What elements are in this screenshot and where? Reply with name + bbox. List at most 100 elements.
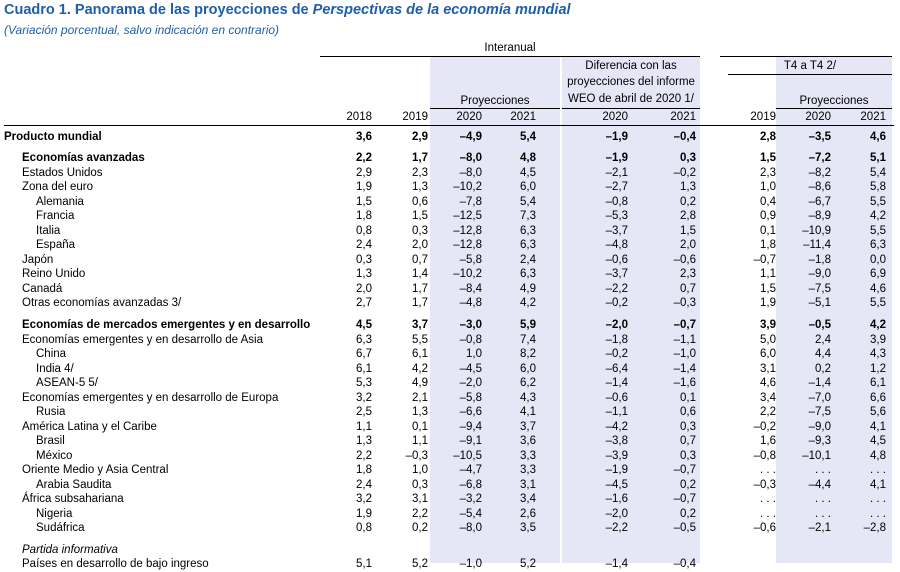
row-value: –2,2 xyxy=(605,522,628,534)
row-value: 2,3 xyxy=(680,268,696,280)
row-value: –1,6 xyxy=(673,377,696,389)
row-value: 2,6 xyxy=(520,508,536,520)
row-value: –5,8 xyxy=(459,392,482,404)
row-label: América Latina y el Caribe xyxy=(22,421,157,433)
row-value: 3,9 xyxy=(760,319,776,331)
row-label: Oriente Medio y Asia Central xyxy=(22,464,169,476)
row-value: –1,1 xyxy=(605,406,628,418)
row-value: 4,4 xyxy=(815,348,831,360)
row-value: –0,7 xyxy=(673,493,696,505)
row-value: –4,5 xyxy=(459,363,482,375)
row-value: . . . xyxy=(870,464,886,476)
row-value: 6,3 xyxy=(520,239,536,251)
table-row: Estados Unidos 2,9 2,3 –8,0 4,5 –2,1 –0,2 2,3 –8… xyxy=(0,166,900,181)
row-value: 4,5 xyxy=(520,167,536,179)
table-row: Economías emergentes y en desarrollo de … xyxy=(0,391,900,406)
row-value: 1,3 xyxy=(412,406,428,418)
row-value: 0,8 xyxy=(356,522,372,534)
table-title: Cuadro 1. Panorama de las proyecciones d… xyxy=(4,2,571,18)
row-value: 4,3 xyxy=(520,392,536,404)
row-value: 6,3 xyxy=(520,268,536,280)
row-value: 0,2 xyxy=(680,479,696,491)
row-value: –9,0 xyxy=(808,421,831,433)
year-2019: 2019 xyxy=(402,111,428,123)
row-value: 2,1 xyxy=(412,392,428,404)
row-value: 6,0 xyxy=(520,363,536,375)
row-value: –2,1 xyxy=(808,522,831,534)
rule-q4-top xyxy=(720,56,892,57)
row-label: Estados Unidos xyxy=(22,167,103,179)
row-value: –2,0 xyxy=(605,319,628,331)
row-value: 2,4 xyxy=(520,254,536,266)
row-value: 0,1 xyxy=(680,392,696,404)
row-value: 2,4 xyxy=(356,239,372,251)
row-value: –6,8 xyxy=(459,479,482,491)
row-value: 0,3 xyxy=(412,225,428,237)
row-value: 2,9 xyxy=(356,167,372,179)
table-subtitle: (Variación porcentual, salvo indicación … xyxy=(4,23,280,37)
row-label: Brasil xyxy=(36,435,65,447)
row-value: 2,2 xyxy=(760,406,776,418)
table-row: Canadá 2,0 1,7 –8,4 4,9 –2,2 0,7 1,5 –7,5 4,6 xyxy=(0,282,900,297)
row-label: Zona del euro xyxy=(22,181,93,193)
row-value: 1,1 xyxy=(760,268,776,280)
row-value: –0,2 xyxy=(753,421,776,433)
row-value: 1,1 xyxy=(412,435,428,447)
row-value: –10,9 xyxy=(802,225,831,237)
row-value: 5,5 xyxy=(870,225,886,237)
row-value: 5,2 xyxy=(520,558,536,570)
row-value: –0,5 xyxy=(808,319,831,331)
table-row: Italia 0,8 0,3 –12,8 6,3 –3,7 1,5 0,1 –10,9 5,5 xyxy=(0,224,900,239)
row-value: –10,2 xyxy=(453,181,482,193)
row-value: –0,7 xyxy=(673,464,696,476)
year-2021-q4: 2021 xyxy=(860,111,886,123)
row-value: –0,8 xyxy=(753,450,776,462)
row-value: 4,8 xyxy=(520,152,536,164)
row-value: 0,8 xyxy=(356,225,372,237)
row-label: Países en desarrollo de bajo ingreso xyxy=(22,558,209,570)
row-value: –4,5 xyxy=(605,479,628,491)
row-value: 2,8 xyxy=(680,210,696,222)
row-value: 0,2 xyxy=(680,196,696,208)
row-value: 1,3 xyxy=(356,435,372,447)
row-value: 1,8 xyxy=(356,210,372,222)
table-row: Otras economías avanzadas 3/2,7 1,7 –4,8 4,… xyxy=(0,296,900,311)
row-value: 6,1 xyxy=(412,348,428,360)
row-label: China xyxy=(36,348,67,360)
row-value: 2,7 xyxy=(356,297,372,309)
row-value: –5,8 xyxy=(459,254,482,266)
table-row: Francia 1,8 1,5 –12,5 7,3 –5,3 2,8 0,9 –8,9 4,2 xyxy=(0,209,900,224)
row-label: Canadá xyxy=(22,283,63,295)
row-value: 0,3 xyxy=(680,450,696,462)
row-value: 3,6 xyxy=(356,131,372,143)
row-value: 1,6 xyxy=(760,435,776,447)
row-value: 4,9 xyxy=(520,283,536,295)
table-row: Brasil 1,3 1,1 –9,1 3,6 –3,8 0,7 1,6 –9,3 4,5 xyxy=(0,434,900,449)
row-value: 0,3 xyxy=(356,254,372,266)
row-value: –0,6 xyxy=(753,522,776,534)
row-value: –2,8 xyxy=(863,522,886,534)
row-value: –1,4 xyxy=(605,558,628,570)
row-value: –9,1 xyxy=(459,435,482,447)
row-value: 1,5 xyxy=(760,152,776,164)
row-value: . . . xyxy=(815,493,831,505)
row-value: 0,2 xyxy=(815,363,831,375)
row-value: 3,1 xyxy=(760,363,776,375)
row-value: –3,5 xyxy=(808,131,831,143)
row-value: 4,2 xyxy=(870,210,886,222)
row-value: 0,7 xyxy=(412,254,428,266)
row-value: –7,5 xyxy=(808,406,831,418)
table-row: Alemania 1,5 0,6 –7,8 5,4 –0,8 0,2 0,4 –6,7 5,5 xyxy=(0,195,900,210)
row-value: 1,9 xyxy=(356,181,372,193)
row-value: –9,3 xyxy=(808,435,831,447)
row-value: 2,2 xyxy=(356,450,372,462)
row-value: –0,3 xyxy=(673,297,696,309)
row-value: 6,0 xyxy=(520,181,536,193)
header-t4: T4 a T4 2/ xyxy=(783,60,837,72)
row-value: –0,2 xyxy=(605,348,628,360)
table-row: Países en desarrollo de bajo ingreso 5,1 5… xyxy=(0,557,900,572)
row-value: –12,8 xyxy=(453,225,482,237)
row-label: Economías de mercados emergentes y en de… xyxy=(22,319,311,331)
row-value: 5,4 xyxy=(520,131,536,143)
row-value: 2,0 xyxy=(412,239,428,251)
